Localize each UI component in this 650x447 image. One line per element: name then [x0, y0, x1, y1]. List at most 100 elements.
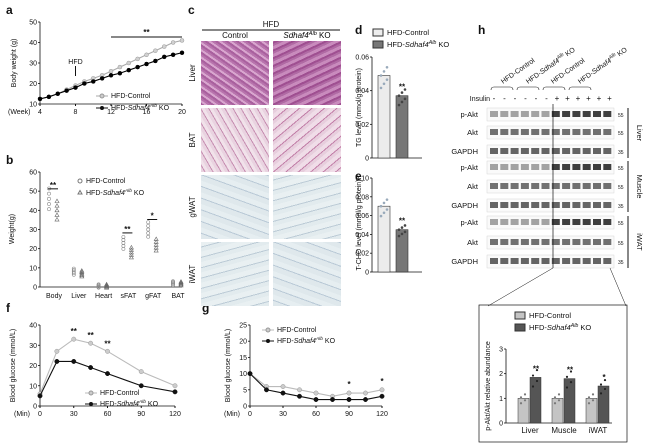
h-band: [562, 183, 571, 189]
f-xtick-label: 60: [104, 411, 112, 418]
c-col-control: Control: [222, 31, 248, 40]
h-band: [500, 219, 509, 225]
h-band-strip: [486, 144, 615, 159]
e-ytick-label: 0.10: [355, 176, 369, 183]
b-point: [146, 223, 151, 228]
hist-gwat-ko: [273, 175, 341, 239]
d-legend-control-swatch: [372, 28, 384, 37]
h-point: [553, 402, 557, 405]
h-band: [582, 183, 591, 189]
h-band: [593, 111, 601, 117]
b-point: [128, 247, 134, 252]
h-band: [551, 111, 560, 117]
h-band: [593, 239, 601, 245]
b-point: [96, 282, 101, 287]
h-band: [510, 258, 519, 264]
h-band: [500, 164, 509, 170]
b-point: [128, 244, 134, 250]
e-ytick-label: 0.02: [355, 251, 369, 258]
h-band-strip: [486, 215, 615, 230]
c-row-iWAT: iWAT: [188, 265, 197, 284]
h-point: [531, 374, 535, 377]
a-point: [153, 58, 158, 64]
h-point: [519, 402, 523, 405]
a-point: [162, 44, 167, 49]
h-group-bracket: [542, 86, 566, 91]
a-point: [126, 67, 131, 73]
h-band: [510, 129, 519, 135]
h-band: [572, 148, 581, 154]
hist-bat-ko: [273, 108, 341, 172]
h-legend-control: HFD-Control: [529, 311, 571, 320]
a-ytick-label: 40: [29, 40, 37, 47]
g-xtick-label: 0: [248, 411, 252, 418]
d-ylabel: TG level (mmol/g protein): [356, 68, 363, 147]
h-point: [523, 399, 527, 402]
a-legend-ko: HFD-Sdhaf4Alb KO: [111, 103, 170, 112]
h-band: [541, 202, 550, 208]
d-bar: [377, 75, 391, 159]
h-band: [490, 239, 498, 245]
h-marker: 55: [618, 221, 624, 227]
b-point: [178, 279, 184, 284]
h-band: [593, 148, 601, 154]
h-ytick-label: 2: [499, 371, 503, 378]
h-insulin-sign: +: [555, 94, 560, 103]
f-legend-ko: HFD-Sdhaf4Alb KO: [100, 399, 159, 408]
h-band-label: GAPDH: [451, 201, 478, 210]
h-band: [562, 148, 571, 154]
d-point: [403, 88, 407, 91]
a-point: [135, 56, 140, 62]
d-ytick-label: 0: [365, 156, 369, 163]
h-band: [603, 111, 612, 117]
h-band: [562, 239, 571, 245]
g-point: [346, 397, 352, 402]
h-band: [582, 239, 591, 245]
h-band: [541, 183, 550, 189]
h-band: [520, 183, 529, 189]
h-insulin-sign: +: [607, 94, 612, 103]
h-legend-ko-swatch: [514, 323, 526, 332]
h-bar: [563, 378, 576, 424]
a-point: [179, 50, 185, 55]
h-band-strip: [486, 179, 615, 194]
g-ytick-label: 0: [243, 404, 247, 411]
h-band: [541, 219, 550, 225]
h-band: [510, 148, 519, 154]
a-legend-marker: [99, 93, 105, 99]
h-inset-frame: [478, 304, 628, 443]
h-bar: [551, 398, 564, 424]
a-point: [153, 48, 158, 53]
e-point: [400, 226, 404, 229]
d-point: [382, 82, 386, 86]
h-band: [582, 258, 591, 264]
h-legend-ko: HFD-Sdhaf4Alb KO: [529, 323, 591, 332]
h-insulin-sign: +: [597, 94, 602, 103]
h-point: [569, 370, 573, 373]
h-band: [551, 219, 560, 225]
a-point: [37, 96, 43, 102]
f-point: [172, 383, 178, 389]
h-band: [551, 148, 560, 154]
h-band: [500, 129, 509, 135]
h-point: [519, 396, 523, 399]
h-band: [603, 202, 612, 208]
e-point: [397, 234, 401, 238]
h-point: [603, 387, 607, 391]
h-band: [603, 164, 612, 170]
c-row-BAT: BAT: [188, 132, 197, 147]
h-band: [500, 111, 509, 117]
h-band-strip: [486, 160, 615, 175]
f-sig: **: [88, 331, 95, 340]
g-legend-ko: HFD-Sdhaf4Alb KO: [277, 336, 336, 345]
h-band: [500, 183, 509, 189]
a-point: [144, 52, 149, 58]
h-ytick-label: 0: [499, 421, 503, 428]
h-band: [510, 183, 519, 189]
h-band: [541, 258, 550, 264]
d-point: [379, 86, 383, 90]
c-row-gWAT: gWAT: [188, 196, 197, 217]
h-band-strip: [486, 107, 615, 122]
b-ytick-label: 0: [33, 285, 37, 292]
h-point: [587, 402, 591, 405]
